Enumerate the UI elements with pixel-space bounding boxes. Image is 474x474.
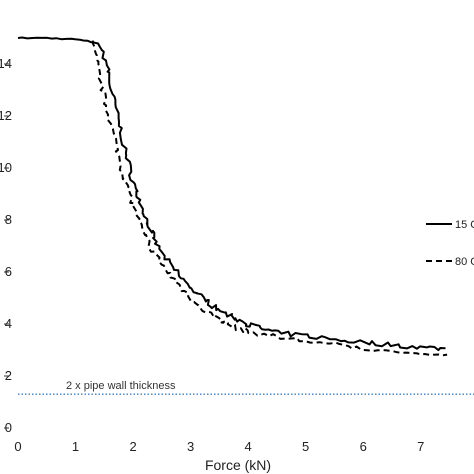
x-tick-label: 5 [302,439,309,454]
y-tick-label: 6 [5,264,12,279]
x-axis-label: Force (kN) [205,457,271,473]
y-tick-label: 8 [5,212,12,227]
y-tick-label: 2 [5,368,12,383]
x-tick-label: 1 [72,439,79,454]
x-tick-label: 6 [360,439,367,454]
y-tick-label: 0 [5,420,12,435]
x-tick-label: 2 [129,439,136,454]
legend-label-0: 15 C [455,219,474,231]
legend-label-1: 80 C [455,256,474,268]
y-tick-label: 10 [0,160,12,175]
y-tick-label: 14 [0,56,12,71]
x-tick-label: 3 [187,439,194,454]
x-tick-label: 0 [14,439,21,454]
x-tick-label: 4 [245,439,252,454]
plot-area [17,36,448,357]
series-line-0 [17,36,446,352]
x-tick-label: 7 [417,439,424,454]
reference-label: 2 x pipe wall thickness [66,380,176,392]
y-tick-label: 12 [0,108,12,123]
annotations: 2 x pipe wall thickness [18,380,474,395]
y-tick-label: 4 [5,316,12,331]
series-line-1 [91,40,448,357]
legend: 15 C 80 C [426,219,474,268]
